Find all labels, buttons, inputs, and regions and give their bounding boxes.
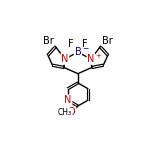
Text: B: B <box>74 47 81 57</box>
Text: F: F <box>82 39 88 49</box>
Text: +: + <box>95 53 101 59</box>
Text: N: N <box>87 54 95 64</box>
Text: Br: Br <box>102 36 112 46</box>
Text: N: N <box>61 54 69 64</box>
Text: CH₃: CH₃ <box>58 108 72 117</box>
Text: O: O <box>68 107 76 117</box>
Text: F: F <box>68 39 74 49</box>
Text: −: − <box>82 45 88 54</box>
Text: Br: Br <box>43 36 54 46</box>
Text: N: N <box>64 95 72 105</box>
